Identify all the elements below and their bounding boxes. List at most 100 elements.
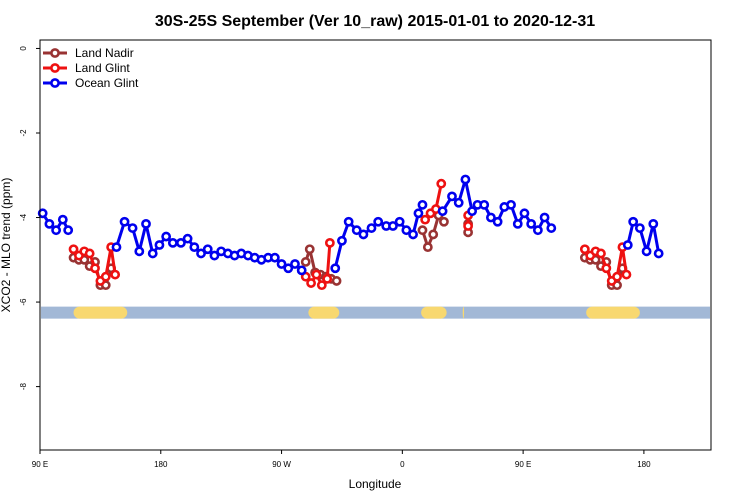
data-point (422, 242, 433, 253)
data-point (276, 259, 287, 269)
data-point (134, 246, 145, 257)
legend-marker-2 (50, 78, 60, 88)
data-point (189, 242, 200, 253)
y-tick-label-3: -6 (19, 298, 28, 306)
land-segment-1 (308, 306, 340, 319)
data-point (306, 278, 316, 288)
data-point (337, 235, 347, 246)
data-point (428, 229, 439, 240)
data-point (628, 216, 639, 227)
land-segment-4 (586, 306, 640, 319)
data-point (460, 174, 471, 185)
data-point (486, 212, 496, 223)
data-point (147, 248, 158, 259)
data-point (634, 223, 645, 233)
data-point (512, 218, 523, 229)
data-point (621, 269, 632, 280)
data-point (546, 223, 557, 233)
data-point (388, 221, 398, 231)
data-point (111, 242, 122, 253)
data-point (296, 265, 307, 276)
data-point (322, 273, 333, 284)
data-point (612, 271, 622, 282)
x-tick-label-0: 90 E (32, 460, 48, 469)
data-point (68, 244, 79, 255)
data-point (300, 257, 311, 267)
ocean-land-band (41, 306, 710, 319)
data-point (453, 197, 464, 208)
land-segment-3 (462, 306, 465, 319)
data-point (417, 199, 428, 210)
data-point (290, 259, 300, 269)
data-point (420, 214, 431, 225)
data-point (100, 271, 111, 282)
x-tick-label-4: 90 E (515, 460, 531, 469)
data-point (127, 223, 138, 233)
data-point (539, 212, 550, 223)
data-point (579, 244, 590, 255)
x-tick-label-1: 180 (154, 460, 168, 469)
data-point (330, 263, 341, 274)
data-point (51, 225, 62, 236)
x-tick-label-5: 180 (637, 460, 651, 469)
data-point (436, 178, 447, 189)
series-layer (37, 174, 664, 291)
data-point (63, 225, 74, 236)
data-point (648, 218, 659, 229)
data-point (209, 250, 220, 261)
data-point (373, 216, 384, 227)
data-point (196, 248, 206, 259)
data-point (492, 216, 503, 227)
data-point (519, 208, 530, 219)
ocean-band (41, 306, 710, 319)
data-point (141, 218, 151, 229)
data-point (324, 237, 335, 248)
data-point (161, 231, 172, 242)
y-tick-label-1: -2 (19, 129, 28, 137)
data-point (394, 216, 405, 227)
data-point (413, 208, 424, 219)
y-tick-label-0: 0 (19, 46, 28, 51)
data-point (311, 269, 322, 280)
series-land-glint (68, 178, 632, 291)
y-tick-label-2: -4 (19, 213, 28, 221)
data-point (358, 229, 369, 240)
data-point (269, 252, 280, 263)
data-point (467, 206, 478, 217)
chart-title: 30S-25S September (Ver 10_raw) 2015-01-0… (155, 13, 595, 30)
data-point (84, 248, 95, 259)
plot-frame (39, 39, 712, 451)
data-point (401, 225, 412, 236)
data-point (408, 229, 418, 240)
data-point (90, 263, 100, 274)
x-tick-label-3: 0 (400, 460, 405, 469)
land-segment-2 (421, 306, 447, 319)
data-point (154, 240, 165, 250)
data-point (526, 218, 537, 229)
x-tick-label-2: 90 W (272, 460, 291, 469)
legend-marker-1 (50, 63, 60, 73)
data-point (316, 280, 327, 291)
data-point (439, 216, 449, 227)
data-point (641, 246, 652, 257)
data-point (110, 269, 121, 280)
data-point (37, 208, 48, 219)
data-point (304, 244, 315, 255)
data-point (653, 248, 664, 259)
y-tick-label-4: -8 (19, 382, 28, 390)
legend-marker-0 (50, 48, 60, 58)
data-point (532, 225, 543, 236)
land-segment-0 (73, 306, 128, 319)
legend-label-2: Ocean Glint (75, 76, 139, 90)
legend-label-1: Land Glint (75, 61, 130, 75)
x-axis: 90 E 180 90 W 0 90 E 180 (32, 450, 651, 469)
data-point (447, 191, 457, 202)
data-point (119, 216, 130, 227)
data-point (463, 221, 473, 231)
data-point (176, 237, 186, 248)
data-point (167, 237, 178, 248)
legend-label-0: Land Nadir (75, 46, 134, 60)
data-point (366, 223, 377, 233)
